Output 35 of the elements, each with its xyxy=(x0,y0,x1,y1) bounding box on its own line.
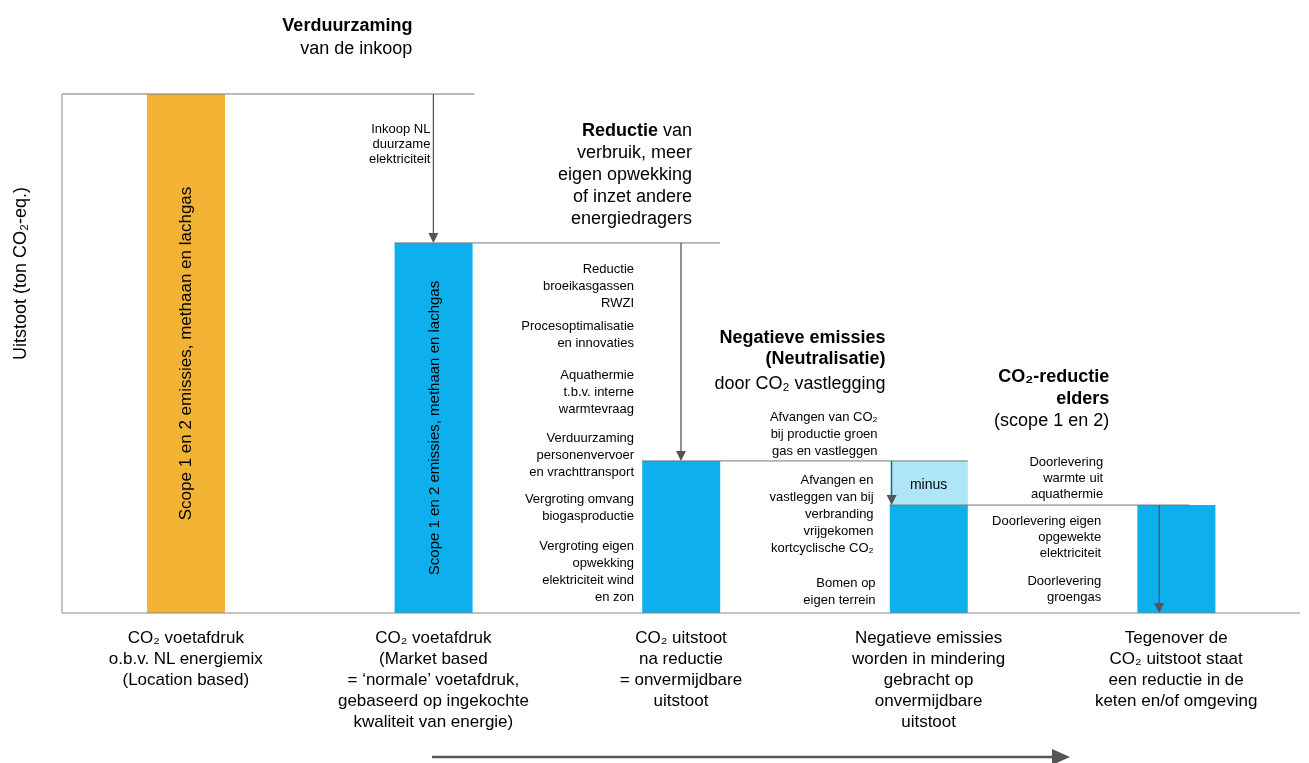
bar xyxy=(394,242,473,613)
bar xyxy=(147,94,225,613)
x-tick-label: CO₂ uitstoot na reductie = onvermijdbare uitstoot xyxy=(619,628,743,710)
annotation: Reductie van verbruik, meer eigen opwekking of inzet andere energiedragers xyxy=(557,120,693,229)
annotation: door CO₂ vastlegging xyxy=(714,373,886,394)
text: van de inkoop xyxy=(300,38,413,59)
annotation: minus xyxy=(909,475,948,492)
annotation: Inkoop NL duurzame elektriciteit xyxy=(368,120,431,166)
annotation: Scope 1 en 2 emissies, methaan en lachgas xyxy=(176,186,196,521)
annotation: Afvangen van CO₂ bij productie groen gas en vastleggen xyxy=(769,408,878,458)
annotation: Verduurzaming personenvervoer en vrachttransport xyxy=(529,429,635,479)
annotation: Aquathermie t.b.v. interne warmtevraag xyxy=(557,366,634,416)
annotation: Bomen op eigen terrein xyxy=(803,574,876,607)
bar xyxy=(889,505,968,613)
annotation: Vergroting omvang biogasproductie xyxy=(524,490,634,523)
annotation: Doorlevering eigen opgewekte elektriciteit xyxy=(992,512,1102,560)
annotation: Reductie broeikasgassen RWZI xyxy=(542,260,634,310)
annotation: Negatieve emissies (Neutralisatie) xyxy=(719,327,886,369)
x-tick-label: CO₂ voetafdruk o.b.v. NL energiemix (Location based) xyxy=(108,628,264,689)
annotation: Scope 1 en 2 emissies, methaan en lachgas xyxy=(424,280,442,576)
x-tick-label: CO₂ voetafdruk (Market based = ‘normale’ voetafdruk, gebaseerd op ingekochte kwaliteit van energie) xyxy=(337,628,529,731)
annotation: Afvangen en vastleggen van bij verbranding vrijgekomen kortcyclische CO₂ xyxy=(769,471,874,555)
annotation: Doorlevering warmte uit aquathermie xyxy=(1029,453,1104,501)
bar xyxy=(889,460,968,506)
annotation: Vergroting eigen opwekking elektriciteit wind en zon xyxy=(539,537,634,604)
bar xyxy=(1137,505,1216,613)
annotation: (scope 1 en 2) xyxy=(994,410,1110,431)
x-tick-label: Negatieve emissies worden in mindering gebracht op onvermijdbare uitstoot xyxy=(851,628,1006,731)
text: Verduurzaming xyxy=(282,15,413,36)
annotation: CO₂-reductie elders xyxy=(998,366,1110,409)
x-tick-label: Tegenover de CO₂ uitstoot staat een reductie in de keten en/of omgeving xyxy=(1094,628,1258,710)
y-axis-title: Uitstoot (ton CO₂-eq.) xyxy=(10,186,30,361)
annotation: Procesoptimalisatie en innovaties xyxy=(521,317,635,350)
bar xyxy=(642,460,721,613)
annotation: Doorlevering groengas xyxy=(1027,572,1102,604)
